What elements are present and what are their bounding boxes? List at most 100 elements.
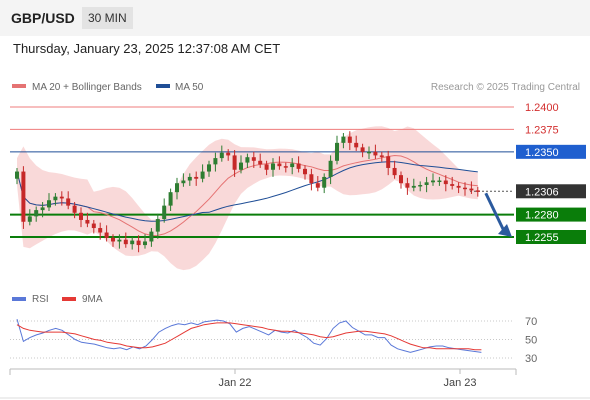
x-axis: Jan 22 Jan 23 bbox=[218, 369, 477, 389]
candle-body bbox=[424, 182, 429, 185]
candle-body bbox=[123, 239, 128, 245]
rsi-ma-legend-swatch bbox=[62, 297, 76, 301]
forecast-arrow bbox=[484, 192, 512, 237]
candle-body bbox=[104, 232, 109, 238]
candle-body bbox=[34, 210, 39, 217]
bollinger-band-area bbox=[17, 126, 478, 271]
candle-body bbox=[155, 219, 160, 232]
rsi-legend-swatch bbox=[12, 297, 26, 301]
candle-body bbox=[379, 155, 384, 157]
candle-body bbox=[315, 183, 320, 188]
candle-body bbox=[437, 180, 442, 183]
candle-body bbox=[328, 160, 333, 177]
candle-body bbox=[341, 136, 346, 143]
ma50-legend-swatch bbox=[156, 84, 170, 88]
candle-body bbox=[47, 200, 51, 208]
rsi-line bbox=[16, 318, 482, 353]
symbol-label: GBP/USD bbox=[11, 10, 75, 26]
chart-header: GBP/USD 30 MIN bbox=[0, 0, 590, 36]
candle-body bbox=[226, 152, 231, 156]
price-label-1.2280: 1.2280 bbox=[525, 210, 559, 222]
rsi-tick-label: 30 bbox=[525, 353, 537, 365]
candles bbox=[15, 131, 480, 253]
candle-body bbox=[232, 155, 237, 170]
candle-body bbox=[418, 185, 423, 187]
candle-body bbox=[21, 171, 26, 222]
candle-body bbox=[79, 212, 83, 220]
candle-body bbox=[335, 142, 339, 161]
candle-body bbox=[354, 142, 359, 148]
candle-body bbox=[40, 207, 45, 211]
price-tag-1.2350 bbox=[516, 144, 586, 159]
rsi-tick-label: 50 bbox=[525, 335, 537, 347]
candle-body bbox=[66, 198, 71, 206]
candle-body bbox=[239, 162, 243, 170]
candle-body bbox=[207, 164, 211, 172]
candle-body bbox=[309, 174, 314, 184]
timestamp: Thursday, January 23, 2025 12:37:08 AM C… bbox=[13, 41, 281, 56]
candle-body bbox=[168, 192, 173, 206]
price-labels: 1.2400 1.2375 1.2350 1.2306 1.2280 1.2255 bbox=[516, 102, 586, 244]
candle-body bbox=[72, 205, 77, 213]
rsi-legend-label: RSI bbox=[32, 294, 49, 305]
candle-body bbox=[399, 175, 403, 184]
price-label-1.2350: 1.2350 bbox=[525, 147, 559, 159]
candle-body bbox=[130, 240, 135, 245]
ma50-line bbox=[16, 161, 478, 222]
candle-body bbox=[59, 196, 64, 199]
candle-body bbox=[136, 240, 141, 246]
candle-body bbox=[431, 180, 435, 183]
candle-body bbox=[296, 163, 301, 169]
credit-label: Research © 2025 Trading Central bbox=[431, 82, 580, 93]
candle-body bbox=[187, 176, 192, 181]
timeframe-badge[interactable]: 30 MIN bbox=[82, 7, 133, 29]
ma20-legend-swatch bbox=[12, 84, 26, 88]
candle-body bbox=[143, 241, 147, 246]
price-tag-1.2306 bbox=[516, 184, 586, 199]
candle-body bbox=[475, 190, 480, 192]
price-tag-1.2280 bbox=[516, 207, 586, 222]
candle-body bbox=[456, 185, 461, 188]
candle-body bbox=[347, 136, 352, 143]
candle-body bbox=[194, 176, 199, 179]
candle-body bbox=[162, 205, 167, 220]
price-label-1.2306: 1.2306 bbox=[525, 186, 559, 198]
candle-body bbox=[219, 152, 224, 159]
candle-body bbox=[53, 196, 58, 201]
price-label-1.2255: 1.2255 bbox=[525, 232, 559, 244]
candle-body bbox=[469, 188, 474, 191]
price-tag-1.2255 bbox=[516, 230, 586, 244]
candle-body bbox=[450, 184, 455, 186]
candle-body bbox=[443, 180, 448, 185]
candle-body bbox=[245, 157, 250, 163]
candle-body bbox=[360, 147, 365, 152]
rsi-ma-legend-label: 9MA bbox=[82, 294, 103, 305]
candle-body bbox=[117, 239, 122, 242]
price-label-1.2375: 1.2375 bbox=[525, 124, 559, 136]
candle-body bbox=[149, 231, 154, 242]
rsi-ma-line bbox=[16, 322, 482, 351]
candle-body bbox=[271, 163, 275, 170]
rsi-tick-label: 70 bbox=[525, 316, 537, 328]
candle-body bbox=[98, 228, 103, 233]
candle-body bbox=[264, 164, 269, 170]
candle-body bbox=[392, 167, 397, 176]
bollinger-band bbox=[17, 126, 478, 271]
candle-body bbox=[15, 171, 19, 179]
candle-body bbox=[111, 237, 115, 242]
x-tick-label: Jan 22 bbox=[218, 377, 251, 389]
forecast-arrow-head bbox=[498, 224, 512, 237]
candle-body bbox=[251, 157, 256, 161]
level-lines bbox=[10, 106, 514, 238]
candle-body bbox=[290, 163, 295, 168]
candle-body bbox=[27, 216, 32, 222]
ma20-legend-label: MA 20 + Bollinger Bands bbox=[32, 82, 142, 93]
candle-body bbox=[175, 183, 179, 193]
candle-body bbox=[277, 163, 282, 167]
candle-body bbox=[200, 171, 205, 179]
candle-body bbox=[463, 187, 467, 190]
candle-body bbox=[258, 160, 263, 165]
candle-body bbox=[411, 185, 416, 188]
candle-body bbox=[303, 168, 307, 175]
